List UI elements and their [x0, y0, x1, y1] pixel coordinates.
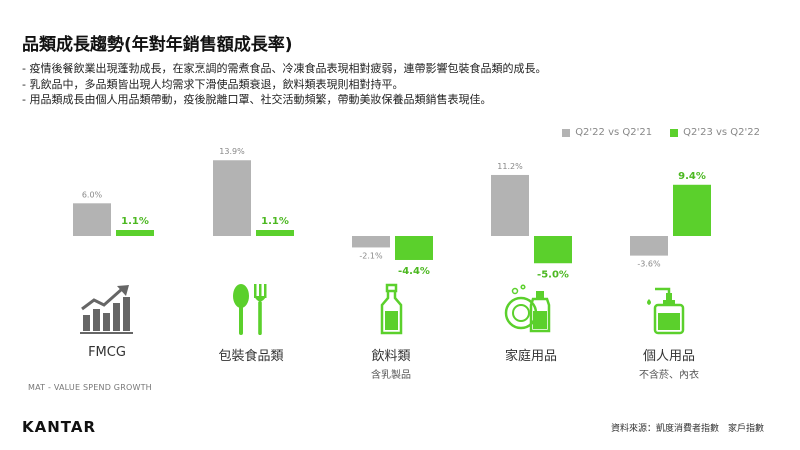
category-label: 家庭用品: [504, 349, 557, 364]
page-title: 品類成長趨勢(年對年銷售額成長率): [22, 35, 293, 55]
data-label: 1.1%: [261, 216, 289, 227]
insight-list: - 疫情後餐飲業出現蓬勃成長，在家烹調的需煮食品、冷凍食品表現相對疲弱，連帶影響…: [22, 61, 546, 108]
bar-curr-year-0: [116, 230, 154, 236]
legend-label: Q2'23 vs Q2'22: [683, 127, 760, 138]
data-label: 1.1%: [121, 216, 149, 227]
data-label: 11.2%: [497, 162, 523, 171]
bar-prev-year-4: [630, 236, 668, 256]
source-note: 資料來源：凱度消費者指數 家戶指數: [610, 424, 764, 434]
category-sublabel: 含乳製品: [371, 370, 411, 381]
brand-logo: KANTAR: [22, 418, 97, 436]
trend-chart-icon: [80, 285, 133, 334]
bar-curr-year-4: [673, 184, 711, 236]
dish-detergent-icon: [504, 284, 551, 333]
category-label: 個人用品: [642, 349, 695, 364]
category-label: 飲料類: [371, 349, 411, 364]
bar-curr-year-2: [395, 236, 433, 260]
bar-prev-year-0: [73, 203, 111, 236]
legend-item-series-1: Q2'22 vs Q2'21: [562, 127, 652, 138]
data-label: 6.0%: [82, 190, 103, 199]
data-label: -4.4%: [398, 266, 430, 277]
category-label: 包裝食品類: [218, 349, 284, 364]
bar-prev-year-3: [491, 174, 529, 236]
category-household: 家庭用品: [476, 283, 586, 364]
measure-note: MAT - VALUE SPEND GROWTH: [28, 383, 152, 392]
spoon-fork-icon: [233, 284, 267, 335]
chart-legend: Q2'22 vs Q2'21 Q2'23 vs Q2'22: [562, 127, 760, 138]
lotion-pump-icon: [647, 287, 685, 335]
bottle-icon: [380, 283, 403, 335]
category-sublabel: 不含菸、內衣: [639, 370, 699, 381]
data-label: -2.1%: [359, 251, 383, 260]
insight-item: - 用品類成長由個人用品類帶動，疫後脫離口罩、社交活動頻繁，帶動美妝保養品類銷售…: [22, 93, 492, 106]
data-label: 9.4%: [678, 171, 706, 182]
category-beverage: 飲料類 含乳製品: [336, 283, 446, 381]
bar-prev-year-2: [352, 236, 390, 248]
bar-curr-year-1: [256, 230, 294, 236]
legend-swatch-gray: [562, 128, 571, 137]
bar-prev-year-1: [213, 160, 251, 236]
bar-curr-year-3: [534, 236, 572, 264]
data-label: -5.0%: [537, 269, 569, 280]
category-fmcg: FMCG: [52, 283, 162, 360]
data-label: 13.9%: [219, 147, 245, 156]
data-label: -3.6%: [637, 260, 661, 269]
category-personal-care: 個人用品 不含菸、內衣: [614, 283, 724, 381]
legend-swatch-green: [670, 128, 679, 137]
legend-item-series-2: Q2'23 vs Q2'22: [670, 127, 760, 138]
category-packaged-food: 包裝食品類: [196, 283, 306, 364]
category-label: FMCG: [88, 345, 126, 360]
insight-item: - 乳飲品中，多品類皆出現人均需求下滑使品類衰退，飲料類表現則相對持平。: [22, 77, 404, 91]
legend-label: Q2'22 vs Q2'21: [575, 127, 653, 138]
insight-item: - 疫情後餐飲業出現蓬勃成長，在家烹調的需煮食品、冷凍食品表現相對疲弱，連帶影響…: [22, 62, 547, 75]
